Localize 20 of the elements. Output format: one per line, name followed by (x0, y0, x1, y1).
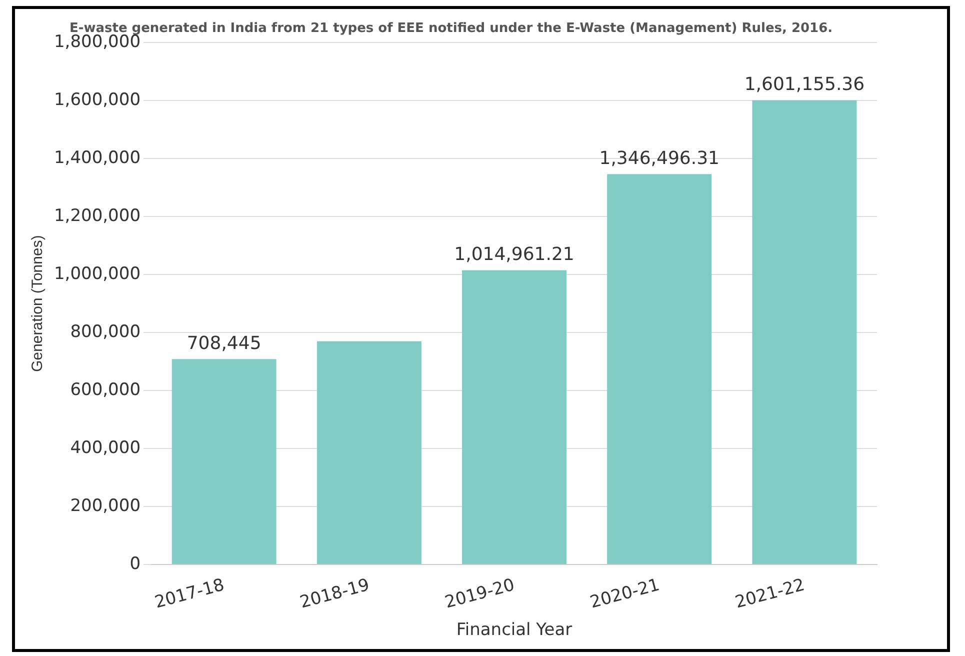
y-tick-label: 400,000 (70, 438, 141, 458)
y-tick-label: 200,000 (70, 496, 141, 516)
data-label: 1,601,155.36 (744, 74, 865, 95)
y-tick-label: 1,400,000 (54, 148, 141, 168)
y-axis-title: Generation (Tonnes) (29, 235, 46, 372)
bar (607, 174, 712, 564)
data-label: 708,445 (186, 332, 262, 354)
bar (462, 270, 566, 564)
data-label: 1,346,496.31 (599, 148, 720, 169)
y-tick-label: 600,000 (70, 380, 141, 400)
y-tick-label: 1,000,000 (54, 264, 141, 284)
data-label: 1,014,961.21 (454, 244, 574, 265)
y-tick-label: 1,200,000 (54, 206, 141, 226)
y-tick-label: 800,000 (70, 322, 141, 342)
bar (316, 341, 422, 564)
x-axis-title: Financial Year (456, 620, 572, 640)
y-tick-label: 1,600,000 (54, 90, 141, 110)
bar (752, 100, 857, 564)
y-tick-label: 0 (130, 554, 141, 574)
bar (172, 359, 276, 564)
